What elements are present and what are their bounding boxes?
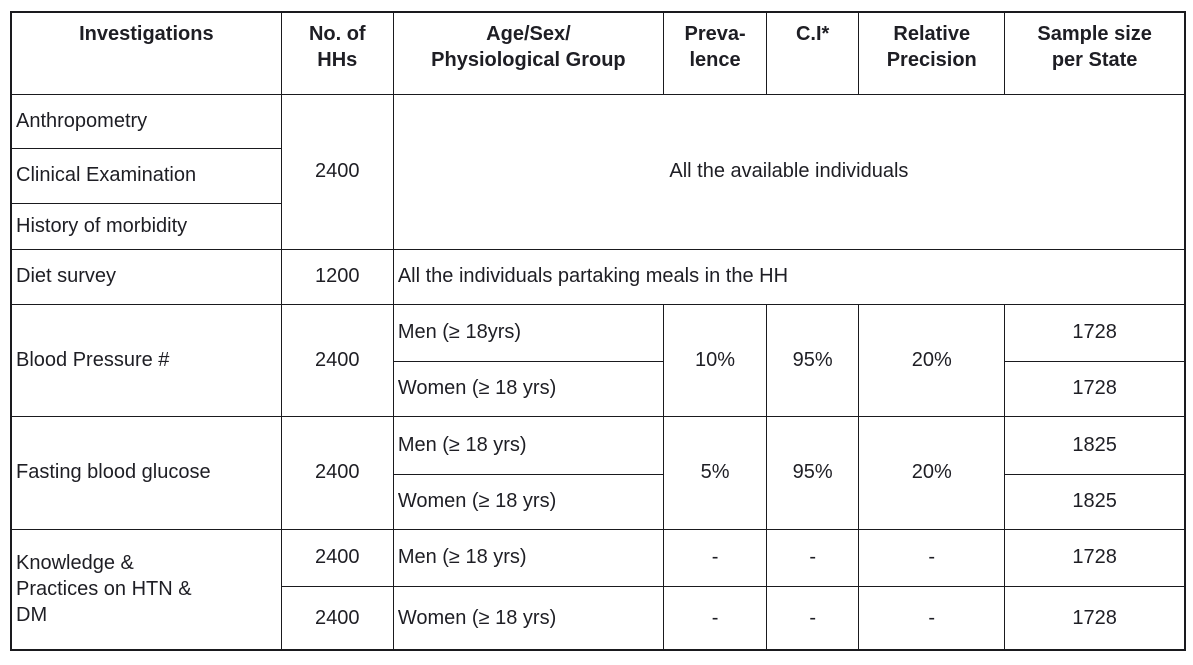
cell-hhs-anthro-block: 2400 [280, 93, 394, 250]
cell-group-bp-men: Men (≥ 18yrs) [392, 303, 665, 362]
cell-investigation-knowledge: Knowledge & Practices on HTN & DM [10, 528, 282, 651]
row-blood-pressure-women: Women (≥ 18 yrs) 1728 [11, 360, 1186, 417]
cell-group-knowledge-women: Women (≥ 18 yrs) [392, 585, 665, 651]
row-clinical-examination: Clinical Examination [10, 147, 1185, 204]
cell-investigation-fasting-glucose: Fasting blood glucose [10, 415, 282, 530]
cell-relative-precision-knowledge-women: - [858, 585, 1006, 651]
col-header-investigations: Investigations [10, 11, 282, 95]
cell-prevalence-knowledge-women: - [663, 585, 768, 651]
cell-relative-precision-knowledge-men: - [858, 528, 1006, 587]
cell-group-fbg-women: Women (≥ 18 yrs) [392, 473, 665, 530]
cell-investigation-morbidity: History of morbidity [10, 202, 282, 250]
cell-group-knowledge-men: Men (≥ 18 yrs) [392, 528, 665, 587]
sampling-design-table: Investigations No. of HHs Age/Sex/ Physi… [10, 11, 1186, 651]
cell-group-note-all-available: All the available individuals [392, 93, 1186, 250]
cell-relative-precision-blood-pressure: 20% [858, 303, 1006, 417]
cell-investigation-anthropometry: Anthropometry [10, 93, 282, 149]
cell-prevalence-blood-pressure: 10% [663, 303, 768, 417]
cell-sample-bp-men: 1728 [1004, 303, 1186, 362]
row-anthropometry: Anthropometry 2400 All the available ind… [10, 93, 1186, 250]
row-knowledge-men: Knowledge & Practices on HTN & DM 2400 M… [10, 528, 1186, 651]
row-history-of-morbidity: History of morbidity [10, 202, 1185, 250]
cell-ci-knowledge-men: - [766, 528, 860, 587]
header-row: Investigations No. of HHs Age/Sex/ Physi… [10, 11, 1186, 95]
row-knowledge-women: 2400 Women (≥ 18 yrs) - - - 1728 [11, 585, 1186, 651]
cell-sample-bp-women: 1728 [1004, 360, 1186, 417]
cell-sample-fbg-women: 1825 [1004, 473, 1186, 530]
cell-prevalence-knowledge-men: - [663, 528, 768, 587]
cell-ci-fasting-glucose: 95% [766, 415, 860, 530]
col-header-relative-precision: Relative Precision [858, 11, 1006, 95]
col-header-prevalence: Preva- lence [663, 11, 768, 95]
cell-group-note-partaking-meals: All the individuals partaking meals in t… [392, 248, 1186, 305]
table-container: Investigations No. of HHs Age/Sex/ Physi… [10, 11, 1186, 651]
cell-investigation-blood-pressure: Blood Pressure # [10, 303, 282, 417]
cell-ci-knowledge-women: - [766, 585, 860, 651]
cell-hhs-diet: 1200 [280, 248, 394, 305]
cell-sample-fbg-men: 1825 [1004, 415, 1186, 475]
cell-group-fbg-men: Men (≥ 18 yrs) [392, 415, 665, 475]
cell-hhs-knowledge-men: 2400 [280, 528, 394, 587]
cell-group-bp-women: Women (≥ 18 yrs) [392, 360, 665, 417]
cell-hhs-blood-pressure: 2400 [280, 303, 394, 417]
cell-investigation-clinical: Clinical Examination [10, 147, 282, 204]
row-blood-pressure-men: Blood Pressure # 2400 Men (≥ 18yrs) 10% … [10, 303, 1186, 417]
cell-sample-knowledge-men: 1728 [1004, 528, 1186, 587]
cell-ci-blood-pressure: 95% [766, 303, 860, 417]
cell-relative-precision-fasting-glucose: 20% [858, 415, 1006, 530]
cell-hhs-fasting-glucose: 2400 [280, 415, 394, 530]
col-header-ci: C.I* [766, 11, 860, 95]
cell-sample-knowledge-women: 1728 [1004, 585, 1186, 651]
col-header-sample-size: Sample size per State [1004, 11, 1186, 95]
col-header-no-of-hhs: No. of HHs [280, 11, 394, 95]
col-header-age-sex-group: Age/Sex/ Physiological Group [392, 11, 665, 95]
cell-prevalence-fasting-glucose: 5% [663, 415, 768, 530]
cell-investigation-diet: Diet survey [10, 248, 282, 305]
cell-hhs-knowledge-women: 2400 [280, 585, 394, 651]
row-fasting-glucose-women: Women (≥ 18 yrs) 1825 [11, 473, 1186, 530]
row-fasting-glucose-men: Fasting blood glucose 2400 Men (≥ 18 yrs… [10, 415, 1186, 530]
row-diet-survey: Diet survey 1200 All the individuals par… [10, 248, 1186, 305]
